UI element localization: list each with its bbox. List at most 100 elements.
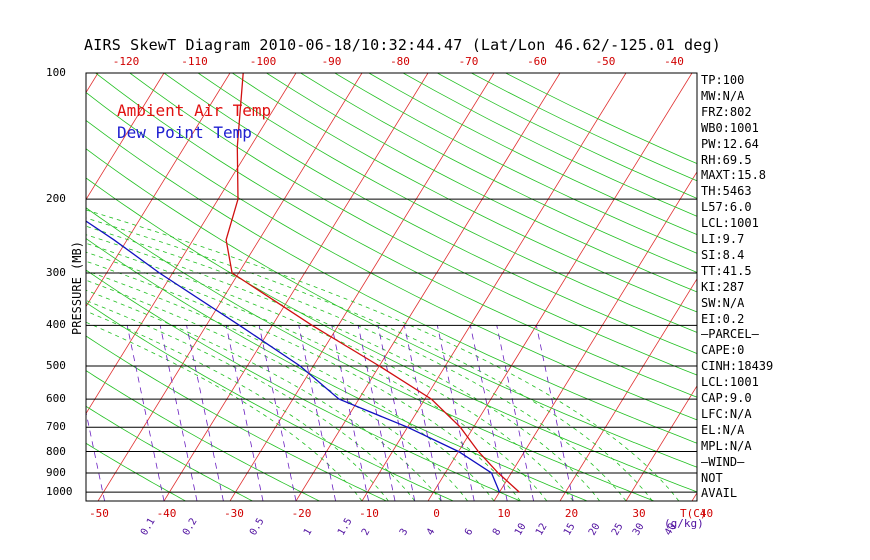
top-tick-label: -60: [527, 55, 547, 68]
isotherm-line: [295, 73, 561, 501]
dry-adiabat-line: [86, 91, 697, 421]
bottom-tick-label: 20: [564, 507, 579, 520]
top-tick-label: -40: [664, 55, 684, 68]
mixing-ratio-line: [357, 325, 396, 501]
dry-adiabat-line: [86, 177, 697, 493]
x-axis-unit-label: T(C): [680, 507, 707, 520]
pressure-tick-label: 800: [46, 444, 66, 458]
mixing-ratio-line: [186, 325, 224, 501]
dry-adiabat-line: [197, 73, 697, 333]
bottom-tick-label: -10: [359, 507, 379, 520]
plot-frame: [85, 72, 698, 502]
dry-adiabat-line: [86, 302, 454, 501]
index-item: RH:69.5: [701, 152, 752, 167]
sounding-series: [86, 73, 520, 493]
isotherm-line: [559, 278, 697, 501]
index-item: EI:0.2: [701, 311, 745, 326]
index-item: MPL:N/A: [701, 438, 752, 453]
dry-adiabat-line: [129, 73, 697, 376]
moist-adiabat-line: [86, 209, 680, 501]
dry-adiabat-line: [86, 442, 186, 501]
isotherm-line: [824, 73, 870, 501]
mixing-ratio-line: [496, 325, 534, 501]
dry-adiabat-line: [232, 73, 697, 313]
bottom-tick-label: -40: [156, 507, 177, 520]
pressure-tick-label: 300: [46, 265, 66, 279]
dry-adiabat-line: [300, 73, 697, 273]
isotherm-line: [163, 73, 429, 501]
index-item: MW:N/A: [701, 88, 745, 103]
index-item: —WIND—: [701, 454, 745, 469]
isotherm-line: [229, 73, 495, 501]
pressure-tick-label: 900: [46, 465, 66, 479]
index-item: TT:41.5: [701, 263, 752, 278]
index-item: CAPE:0: [701, 343, 745, 358]
top-tick-label: -70: [458, 55, 479, 68]
index-item: EL:N/A: [701, 422, 745, 437]
isotherm-line: [86, 73, 297, 415]
bottom-tick-label: -50: [89, 507, 109, 520]
dry-adiabat-line: [86, 405, 253, 501]
dew-point-temp-line: [86, 220, 501, 493]
isotherm-line: [427, 73, 693, 501]
dry-adiabat-line: [95, 73, 697, 398]
legend-dew-point-temp: Dew Point Temp: [117, 123, 252, 142]
index-item: PW:12.64: [701, 136, 759, 151]
bottom-tick-label: 40: [699, 507, 714, 520]
index-item: TH:5463: [701, 184, 752, 199]
pressure-tick-label: 100: [46, 66, 66, 79]
isotherm-line: [0, 73, 32, 501]
dry-adiabat-line: [163, 73, 697, 354]
index-item: L57:6.0: [701, 200, 752, 215]
index-item: —PARCEL—: [701, 327, 759, 342]
moist-adiabat-line: [86, 225, 627, 501]
mixing-ratio-line: [225, 325, 264, 501]
isotherm-line: [97, 73, 363, 501]
index-item: WB0:1001: [701, 120, 759, 135]
index-item: LFC:N/A: [701, 406, 752, 421]
dry-adiabat-line: [437, 73, 697, 199]
dry-adiabat-line: [86, 335, 387, 501]
top-tick-label: -100: [249, 55, 277, 68]
bottom-tick-label: 10: [497, 507, 511, 520]
pressure-tick-label: 400: [46, 318, 66, 332]
dry-adiabat-line: [86, 370, 320, 501]
isotherm-line: [625, 385, 697, 501]
mixing-ratio-line: [469, 325, 508, 501]
ambient-air-temp-line: [225, 73, 520, 493]
index-item: SW:N/A: [701, 295, 745, 310]
isotherm-line: [86, 73, 231, 308]
mixing-ratio-lines: [0, 325, 574, 501]
dry-adiabat-line: [334, 73, 697, 254]
top-tick-label: -80: [390, 55, 410, 68]
mixing-ratio-line: [258, 325, 297, 501]
moist-adiabat-lines: [86, 209, 680, 501]
dry-adiabat-line: [86, 238, 588, 501]
mixing-ratio-line: [403, 325, 442, 501]
index-item: CAP:9.0: [701, 391, 752, 405]
pressure-tick-label: 200: [46, 192, 66, 206]
index-item: TP:100: [701, 73, 745, 87]
dry-adiabat-line: [471, 73, 697, 182]
dry-adiabat-line: [86, 269, 521, 501]
index-item: KI:287: [701, 279, 745, 294]
pressure-tick-label: 1000: [46, 485, 73, 499]
index-item: LCL:1001: [701, 375, 759, 390]
bottom-tick-label: 30: [632, 507, 646, 520]
isotherm-line: [758, 73, 870, 501]
dry-adiabat-lines: [86, 73, 697, 501]
pressure-tick-label: 600: [46, 392, 66, 406]
pressure-tick-label: 700: [46, 420, 66, 434]
chart-title: AIRS SkewT Diagram 2010-06-18/10:32:44.4…: [84, 36, 721, 54]
index-item: MAXT:15.8: [701, 168, 767, 183]
mixing-ratio-line: [436, 325, 475, 501]
dry-adiabat-line: [86, 148, 697, 468]
bottom-tick-label: 0: [433, 507, 440, 520]
index-item: SI:8.4: [701, 247, 745, 262]
mixing-ratio-line: [159, 325, 198, 501]
mixing-ratio-line: [0, 325, 19, 501]
mixing-ratio-unit-label: (g/kg): [664, 517, 704, 530]
legend-ambient-air-temp: Ambient Air Temp: [117, 101, 272, 120]
top-tick-label: -110: [181, 55, 208, 68]
